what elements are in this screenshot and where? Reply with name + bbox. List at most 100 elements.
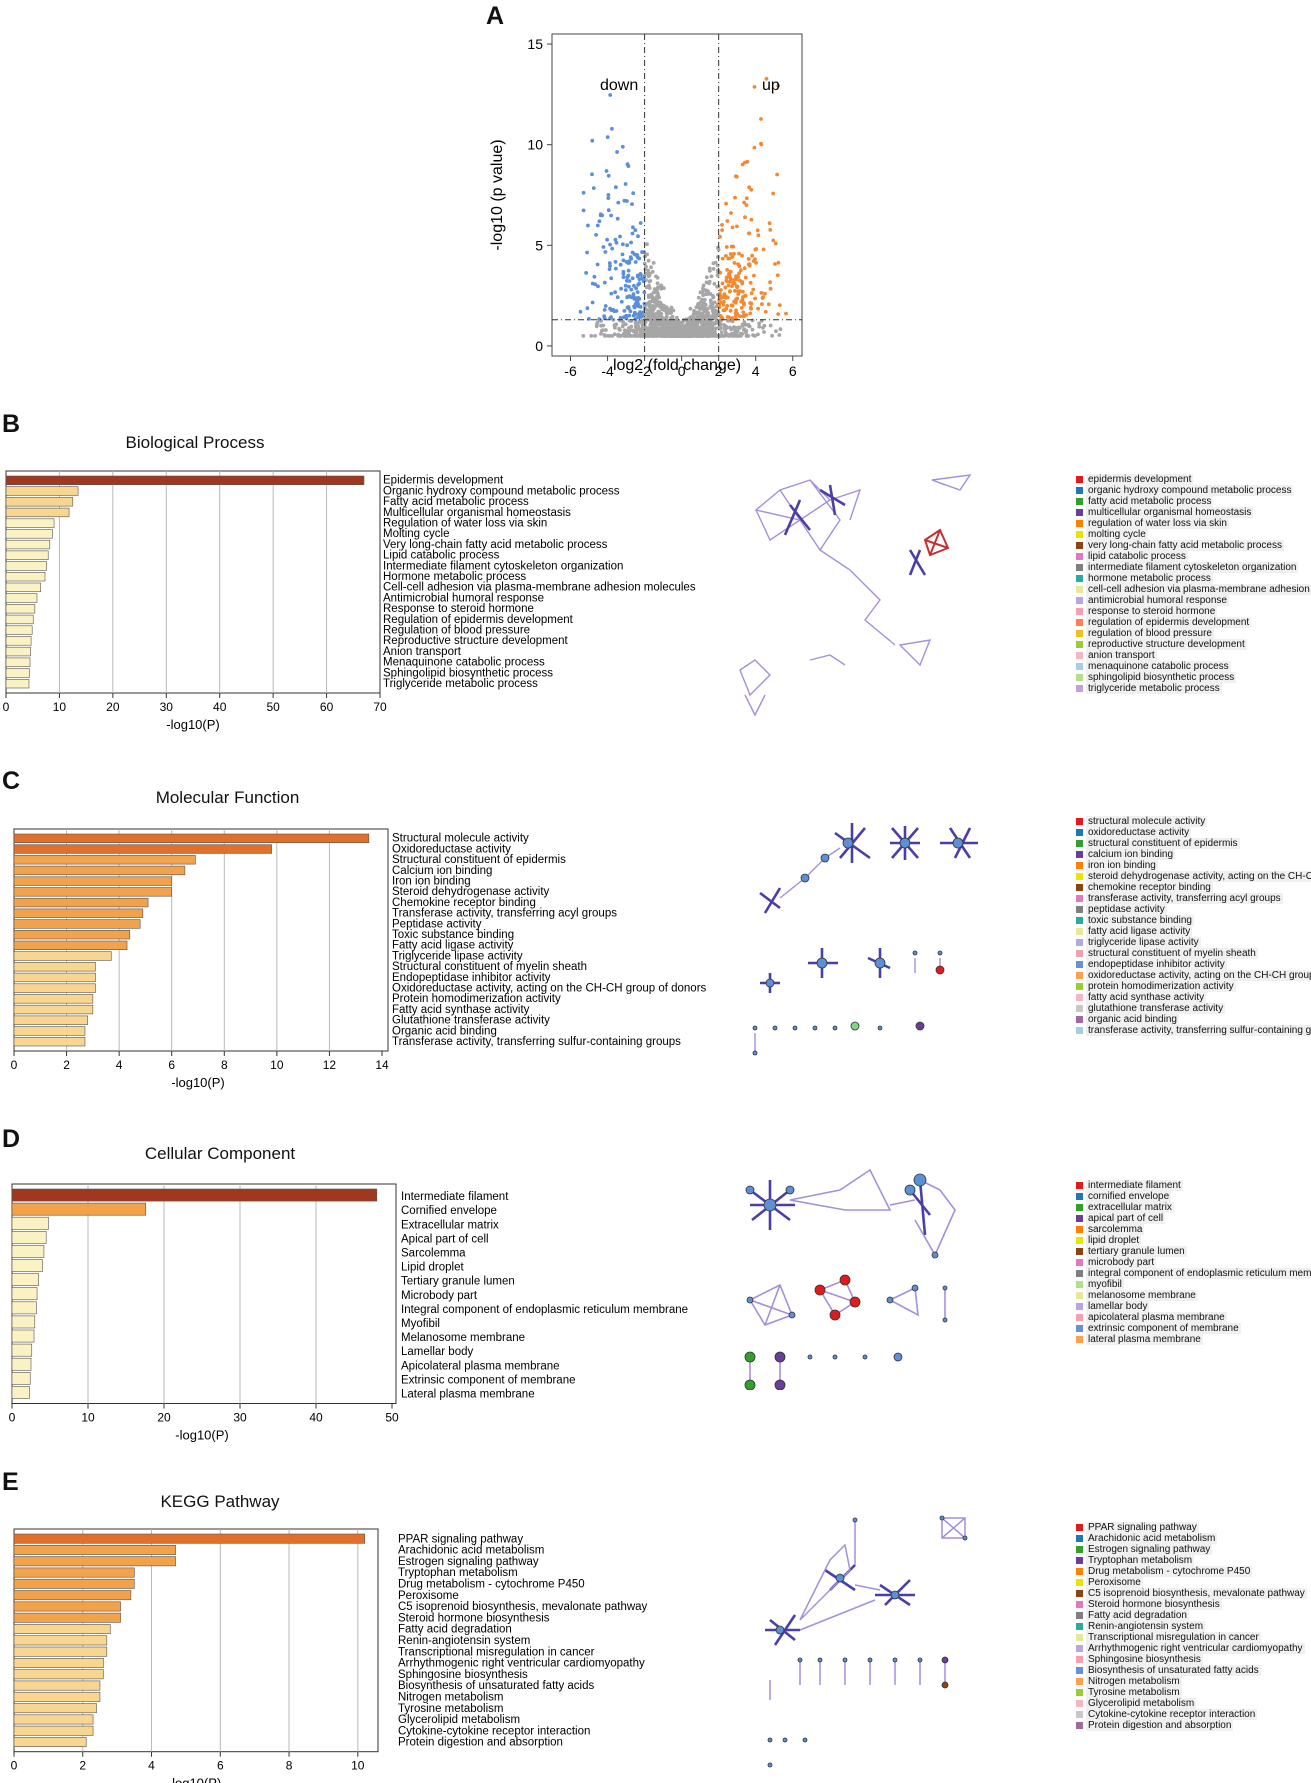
volcano-point	[621, 242, 625, 247]
kegg-network-diagram	[765, 1515, 968, 1768]
bar	[5, 507, 70, 518]
legend-swatch	[1076, 487, 1083, 494]
volcano-point	[675, 315, 679, 320]
volcano-point	[730, 284, 734, 289]
volcano-point	[699, 299, 703, 304]
volcano-y-axis-label: -log10 (p value)	[489, 139, 506, 250]
bar-x-tick-label: 6	[217, 1759, 224, 1773]
legend-label: extracellular matrix	[1086, 1202, 1174, 1213]
volcano-point	[659, 283, 663, 288]
volcano-point	[594, 233, 598, 237]
legend-swatch	[1076, 531, 1083, 538]
legend-item: oxidoreductase activity	[1076, 827, 1311, 838]
bar-category-label: Peroxisome	[398, 1590, 459, 1602]
volcano-point	[671, 308, 676, 313]
bar	[11, 1273, 39, 1286]
volcano-point	[605, 135, 610, 139]
legend-swatch	[1076, 1215, 1083, 1222]
volcano-point	[619, 299, 624, 304]
volcano-point	[614, 185, 618, 190]
volcano-point	[746, 334, 751, 338]
volcano-point	[702, 321, 707, 326]
legend-item: C5 isoprenoid biosynthesis, mevalonate p…	[1076, 1588, 1307, 1599]
legend-item: transferase activity, transferring sulfu…	[1076, 1025, 1311, 1036]
volcano-point	[700, 311, 705, 316]
legend-label: fatty acid metabolic process	[1086, 496, 1214, 507]
volcano-point	[634, 326, 639, 330]
bar-category-label: Transferase activity, transferring sulfu…	[392, 1036, 681, 1048]
legend-item: extracellular matrix	[1076, 1202, 1311, 1213]
volcano-point	[659, 311, 664, 316]
bar-plot-frame	[13, 828, 389, 1052]
bar-category-label: Lateral plasma membrane	[401, 1389, 535, 1401]
legend-item: calcium ion binding	[1076, 849, 1311, 860]
legend-item: extrinsic component of membrane	[1076, 1323, 1311, 1334]
kegg-bar-chart: 0 2 4 6 8 10 PPAR signaling pathwayArachidonic…	[11, 1528, 648, 1783]
cc-bar-chart: 0 10 20 30 40 50 Intermediate filament Cornifie…	[9, 1183, 688, 1443]
legend-item: protein homodimerization activity	[1076, 981, 1311, 992]
volcano-up-label: up	[762, 77, 780, 94]
bar-x-tick-label: 20	[106, 700, 120, 714]
volcano-point	[721, 303, 726, 307]
legend-label: cornified envelope	[1086, 1191, 1172, 1202]
volcano-point	[615, 216, 620, 221]
volcano-point	[585, 250, 589, 255]
legend-item: Protein digestion and absorption	[1076, 1720, 1307, 1731]
bar-x-tick-label: 12	[323, 1058, 337, 1072]
volcano-point	[681, 324, 685, 329]
volcano-point	[742, 266, 747, 271]
bar	[13, 908, 144, 918]
legend-label: epidermis development	[1086, 474, 1194, 485]
volcano-point	[771, 191, 776, 196]
volcano-point	[585, 306, 590, 311]
volcano-point	[659, 305, 664, 309]
legend-label: organic acid binding	[1086, 1014, 1179, 1025]
bar-category-label: Sphingolipid biosynthetic process	[383, 667, 553, 679]
volcano-point	[590, 300, 595, 305]
volcano-point	[631, 292, 636, 296]
volcano-point	[778, 327, 783, 332]
volcano-point	[731, 244, 736, 249]
legend-label: Transcriptional misregulation in cancer	[1086, 1632, 1261, 1643]
volcano-point	[621, 271, 626, 276]
volcano-point	[716, 255, 720, 259]
volcano-point	[630, 202, 634, 207]
bar-x-tick-label: 60	[320, 700, 334, 714]
bar-category-label: Estrogen signaling pathway	[398, 1556, 539, 1568]
legend-item: Steroid hormone biosynthesis	[1076, 1599, 1307, 1610]
legend-swatch	[1076, 840, 1083, 847]
bar	[13, 972, 96, 983]
volcano-frame	[551, 33, 803, 357]
volcano-point	[678, 329, 683, 334]
volcano-point	[655, 285, 660, 290]
legend-swatch	[1076, 608, 1083, 615]
volcano-point	[715, 273, 720, 278]
volcano-point	[737, 251, 741, 256]
volcano-point	[755, 228, 760, 233]
bar-category-label: Menaquinone catabolic process	[383, 657, 545, 669]
bar-category-label: Lamellar body	[401, 1346, 473, 1358]
volcano-point	[764, 76, 769, 81]
volcano-point	[740, 324, 745, 328]
legend-swatch	[1076, 1524, 1083, 1531]
volcano-point	[649, 320, 654, 325]
bar	[5, 668, 30, 678]
volcano-point	[742, 301, 746, 306]
volcano-point	[741, 314, 745, 319]
volcano-point	[641, 250, 646, 255]
legend-item: fatty acid synthase activity	[1076, 992, 1311, 1003]
volcano-point	[625, 295, 630, 299]
volcano-point	[687, 329, 692, 334]
kegg-chart-title: KEGG Pathway	[160, 1492, 280, 1511]
bar-category-label: Organic acid binding	[392, 1025, 497, 1037]
volcano-point	[754, 260, 758, 265]
volcano-point	[752, 145, 757, 150]
volcano-point	[603, 304, 608, 308]
legend-item: intermediate filament	[1076, 1180, 1311, 1191]
bar-category-label: Multicellular organismal homeostasis	[383, 507, 571, 519]
legend-item: glutathione transferase activity	[1076, 1003, 1311, 1014]
legend-item: Arrhythmogenic right ventricular cardiom…	[1076, 1643, 1307, 1654]
legend-item: lateral plasma membrane	[1076, 1334, 1311, 1345]
legend-swatch	[1076, 818, 1083, 825]
volcano-x-tick-label: 6	[789, 363, 797, 379]
